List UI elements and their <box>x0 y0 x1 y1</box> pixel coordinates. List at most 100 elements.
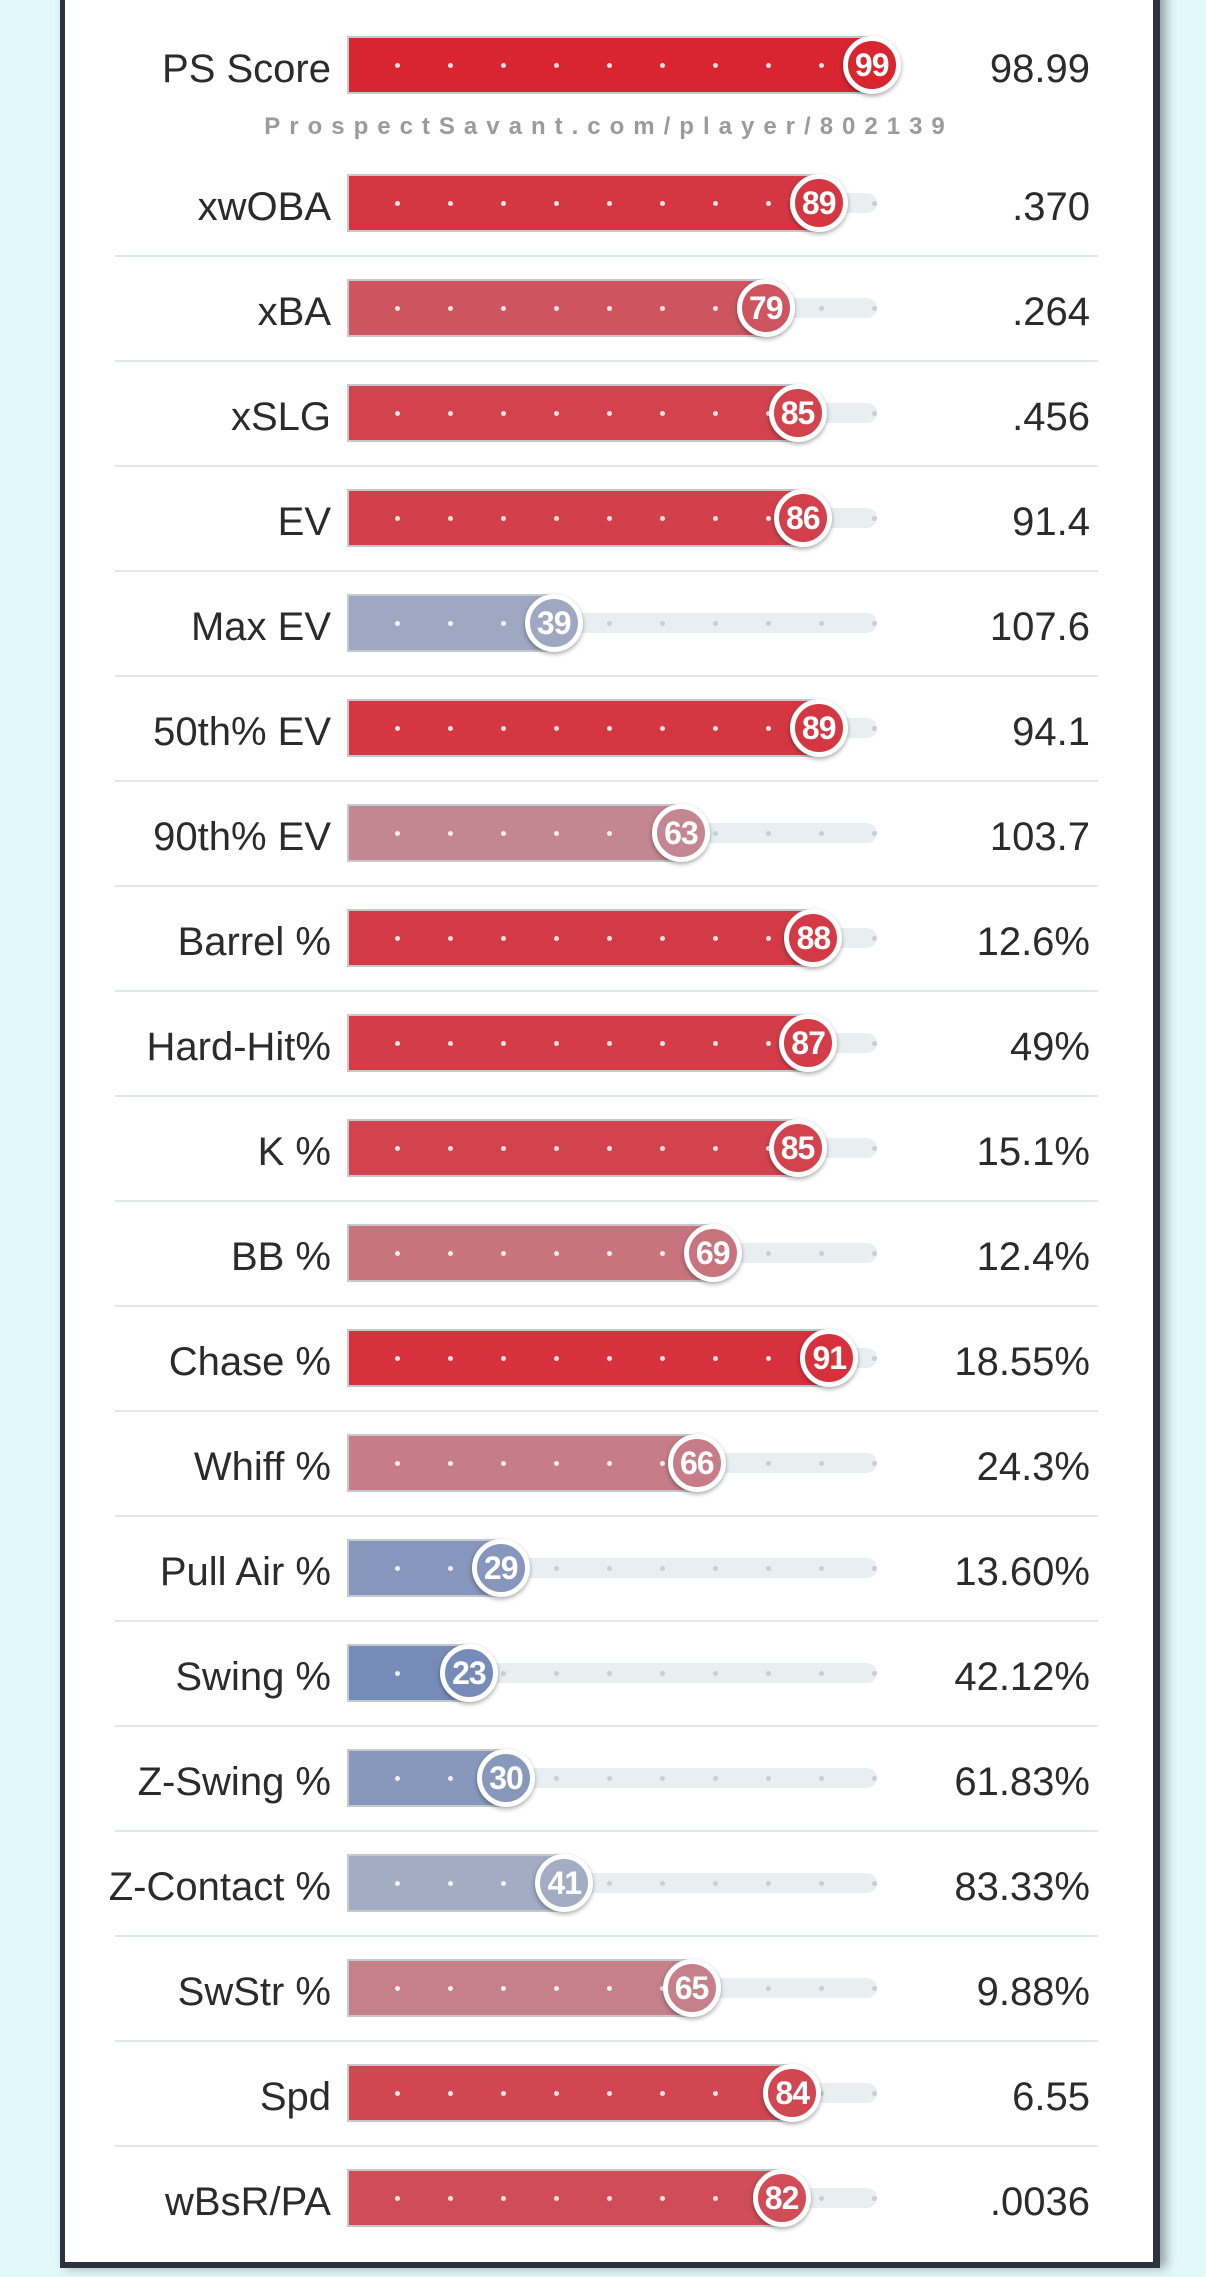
percentile-circle: 82 <box>752 2169 811 2227</box>
tick-dot <box>448 2091 453 2096</box>
tick-dot <box>554 201 559 206</box>
tick-dot <box>395 936 400 941</box>
tick-dot <box>395 306 400 311</box>
metric-value: 18.55% <box>954 1340 1090 1384</box>
row-divider <box>115 1095 1098 1097</box>
metric-value: 9.88% <box>976 1970 1090 2014</box>
row-divider <box>115 1620 1098 1622</box>
tick-dot <box>607 516 612 521</box>
tick-dot <box>554 1146 559 1151</box>
percentile-circle: 65 <box>662 1959 721 2017</box>
tick-dot <box>713 2196 718 2201</box>
tick-dot <box>395 1776 400 1781</box>
tick-dot <box>395 1251 400 1256</box>
tick-dot <box>554 1986 559 1991</box>
tick-dot <box>766 1356 771 1361</box>
percentile-bar <box>347 699 819 757</box>
tick-dot <box>448 201 453 206</box>
row-divider <box>115 2145 1098 2147</box>
metric-value: 13.60% <box>954 1550 1090 1594</box>
row-divider <box>115 675 1098 677</box>
metric-row: PS Score 99 98.99 <box>65 13 1153 118</box>
tick-dot <box>660 201 665 206</box>
tick-dot <box>660 1881 665 1886</box>
metric-row: 90th% EV 63 103.7 <box>65 781 1153 886</box>
tick-dot <box>501 516 506 521</box>
tick-dot <box>660 63 665 68</box>
metric-row: Hard-Hit% 87 49% <box>65 991 1153 1096</box>
tick-dot <box>660 1671 665 1676</box>
tick-dot <box>872 1776 877 1781</box>
tick-dot <box>607 936 612 941</box>
metric-label: PS Score <box>162 47 331 91</box>
tick-dot <box>713 1041 718 1046</box>
tick-dot <box>766 1461 771 1466</box>
tick-dot <box>660 411 665 416</box>
tick-dot <box>872 831 877 836</box>
tick-dot <box>872 411 877 416</box>
tick-dot <box>607 1041 612 1046</box>
percentile-bar <box>347 1224 713 1282</box>
tick-dot <box>448 1251 453 1256</box>
tick-dot <box>607 726 612 731</box>
tick-dot <box>395 516 400 521</box>
tick-dot <box>819 63 824 68</box>
tick-dot <box>607 1986 612 1991</box>
metric-label: Pull Air % <box>159 1550 331 1594</box>
tick-dot <box>501 1356 506 1361</box>
tick-dot <box>872 726 877 731</box>
metric-row: Pull Air % 29 13.60% <box>65 1516 1153 1621</box>
tick-dot <box>766 1251 771 1256</box>
tick-dot <box>713 1671 718 1676</box>
percentile-circle: 91 <box>800 1329 859 1387</box>
tick-dot <box>395 2196 400 2201</box>
tick-dot <box>501 1986 506 1991</box>
percentile-bar <box>347 1014 809 1072</box>
tick-dot <box>607 201 612 206</box>
metric-label: Barrel % <box>177 920 331 964</box>
tick-dot <box>607 1566 612 1571</box>
percentile-bar <box>347 1959 692 2017</box>
tick-dot <box>501 621 506 626</box>
tick-dot <box>819 2196 824 2201</box>
tick-dot <box>819 1566 824 1571</box>
tick-dot <box>395 2091 400 2096</box>
percentile-circle: 66 <box>667 1434 726 1492</box>
tick-dot <box>872 2091 877 2096</box>
tick-dot <box>501 1251 506 1256</box>
tick-dot <box>448 1566 453 1571</box>
tick-dot <box>660 1461 665 1466</box>
tick-dot <box>607 411 612 416</box>
percentile-circle: 85 <box>768 384 827 442</box>
metric-row: Max EV 39 107.6 <box>65 571 1153 676</box>
tick-dot <box>395 1671 400 1676</box>
metric-value: 42.12% <box>954 1655 1090 1699</box>
metric-label: Z-Swing % <box>137 1760 331 1804</box>
tick-dot <box>607 1356 612 1361</box>
tick-dot <box>448 63 453 68</box>
row-divider <box>115 2040 1098 2042</box>
tick-dot <box>766 1986 771 1991</box>
metric-label: EV <box>277 500 331 544</box>
tick-dot <box>872 1986 877 1991</box>
tick-dot <box>713 516 718 521</box>
percentile-bar <box>347 2169 782 2227</box>
percentile-bar <box>347 1854 565 1912</box>
metric-label: Chase % <box>168 1340 331 1384</box>
metric-value: 6.55 <box>1012 2075 1090 2119</box>
tick-dot <box>554 1251 559 1256</box>
tick-dot <box>713 831 718 836</box>
tick-dot <box>819 1671 824 1676</box>
tick-dot <box>395 726 400 731</box>
metric-row: 50th% EV 89 94.1 <box>65 676 1153 781</box>
metric-value: 107.6 <box>989 605 1090 649</box>
metric-row: wBsR/PA 82 .0036 <box>65 2146 1153 2251</box>
tick-dot <box>554 936 559 941</box>
metric-row: EV 86 91.4 <box>65 466 1153 571</box>
tick-dot <box>448 831 453 836</box>
row-divider <box>115 1410 1098 1412</box>
percentile-bar <box>347 594 554 652</box>
row-divider <box>115 1935 1098 1937</box>
percentile-circle: 30 <box>477 1749 535 1807</box>
tick-dot <box>766 1566 771 1571</box>
